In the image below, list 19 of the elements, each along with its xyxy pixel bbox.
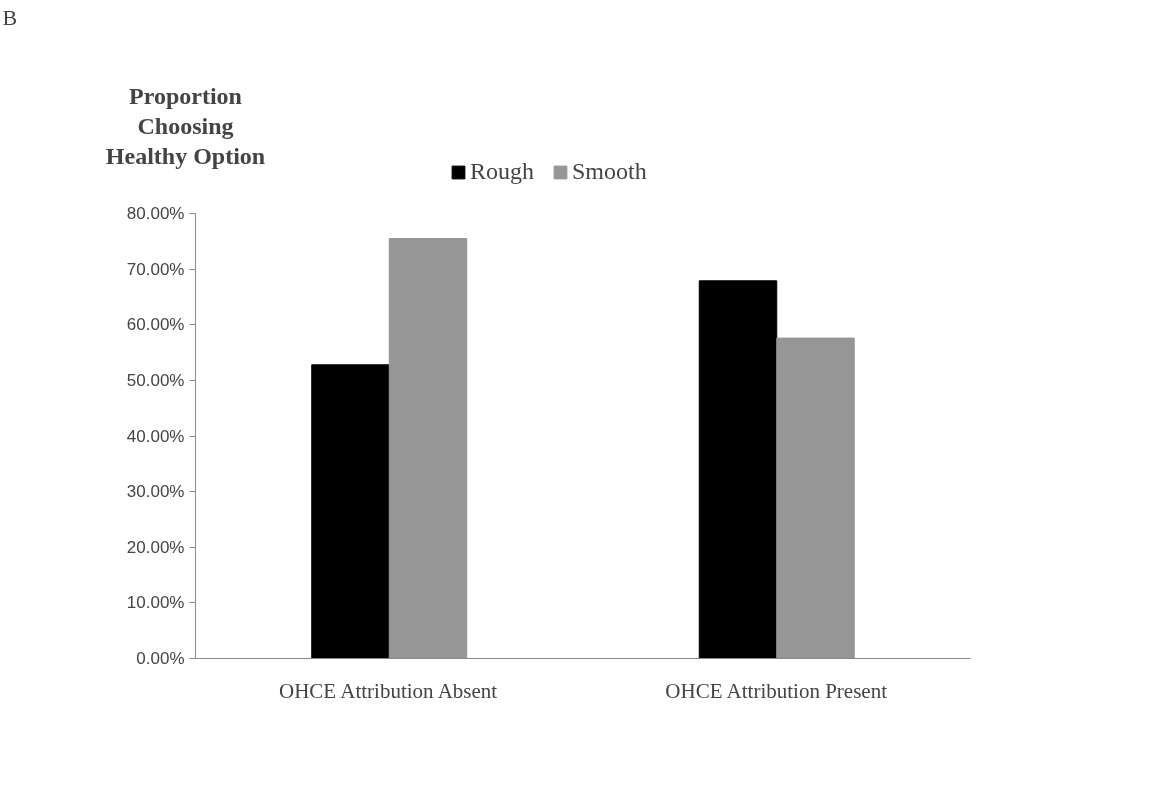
x-tick-label: OHCE Attribution Absent: [279, 678, 498, 703]
y-tick-label: 10.00%: [126, 593, 185, 613]
legend-label: Rough: [470, 158, 535, 185]
y-tick-label: 0.00%: [136, 649, 185, 668]
x-tick-label: OHCE Attribution Present: [665, 678, 888, 703]
y-tick-label: 20.00%: [126, 537, 185, 557]
y-axis-title: Proportion Choosing Healthy Option: [105, 82, 266, 169]
y-tick-label: 50.00%: [126, 370, 185, 390]
legend-label: Smooth: [572, 158, 647, 185]
y-tick-label: 30.00%: [126, 482, 185, 502]
bar: [698, 280, 778, 659]
y-tick-label: 80.00%: [126, 204, 185, 223]
bar: [388, 238, 468, 659]
bar: [311, 364, 390, 659]
y-tick-label: 60.00%: [126, 315, 185, 335]
y-tick-label: 40.00%: [126, 426, 185, 446]
y-tick-label: 70.00%: [126, 259, 185, 279]
bar: [776, 337, 855, 659]
text: B: [2, 4, 18, 30]
